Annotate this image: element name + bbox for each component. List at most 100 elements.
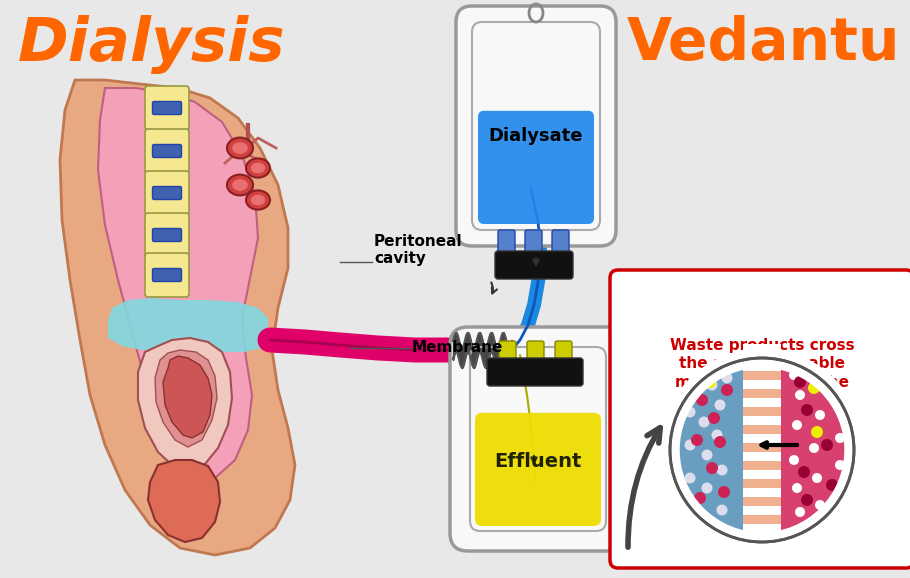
Circle shape: [706, 380, 717, 391]
FancyBboxPatch shape: [499, 341, 516, 365]
Circle shape: [708, 412, 720, 424]
Bar: [743, 443, 781, 452]
Circle shape: [798, 466, 810, 478]
Circle shape: [815, 410, 825, 420]
FancyBboxPatch shape: [456, 6, 616, 246]
Bar: [743, 380, 781, 389]
Text: Membrane: Membrane: [412, 340, 503, 355]
Bar: [743, 533, 781, 542]
Bar: [743, 524, 781, 533]
Circle shape: [812, 473, 822, 483]
FancyBboxPatch shape: [153, 228, 181, 242]
Circle shape: [721, 384, 733, 396]
Circle shape: [696, 394, 708, 406]
FancyBboxPatch shape: [527, 341, 544, 365]
FancyBboxPatch shape: [450, 327, 626, 551]
Circle shape: [835, 460, 845, 470]
Circle shape: [801, 494, 813, 506]
Bar: [743, 407, 781, 416]
FancyBboxPatch shape: [552, 230, 569, 254]
Circle shape: [808, 382, 820, 394]
Circle shape: [712, 429, 723, 440]
Polygon shape: [108, 298, 268, 352]
Circle shape: [811, 426, 823, 438]
FancyBboxPatch shape: [153, 269, 181, 281]
Ellipse shape: [227, 138, 253, 158]
Circle shape: [722, 372, 733, 383]
FancyBboxPatch shape: [153, 144, 181, 157]
Circle shape: [714, 436, 726, 448]
Bar: [743, 389, 781, 398]
Bar: [743, 452, 781, 461]
Bar: [743, 371, 781, 380]
Text: Dialysate: Dialysate: [489, 127, 583, 146]
FancyBboxPatch shape: [153, 102, 181, 114]
Circle shape: [694, 492, 706, 504]
Circle shape: [809, 443, 819, 453]
Bar: [743, 380, 781, 389]
FancyBboxPatch shape: [153, 187, 181, 199]
Bar: [743, 371, 781, 380]
FancyBboxPatch shape: [145, 253, 189, 297]
Circle shape: [684, 439, 695, 450]
Bar: [743, 506, 781, 515]
Circle shape: [795, 390, 805, 400]
Bar: [743, 362, 781, 371]
FancyBboxPatch shape: [495, 251, 573, 279]
Bar: [743, 425, 781, 434]
Polygon shape: [744, 358, 854, 542]
FancyBboxPatch shape: [525, 230, 542, 254]
Bar: [743, 533, 781, 542]
Circle shape: [815, 500, 825, 510]
Bar: [743, 416, 781, 425]
Text: Dialysis: Dialysis: [18, 15, 286, 74]
Circle shape: [691, 434, 703, 446]
Bar: [743, 515, 781, 524]
Text: Effluent: Effluent: [494, 452, 581, 471]
Bar: [743, 398, 781, 407]
Circle shape: [789, 370, 799, 380]
Bar: [743, 344, 781, 353]
Polygon shape: [148, 460, 220, 542]
Circle shape: [702, 483, 713, 494]
Text: Waste products cross
the semipermeable
membranes into the
peritoneal space: Waste products cross the semipermeable m…: [670, 338, 854, 409]
Bar: [743, 434, 781, 443]
Ellipse shape: [251, 162, 265, 173]
Bar: [743, 470, 781, 479]
Circle shape: [716, 505, 727, 516]
Bar: [743, 452, 781, 461]
Ellipse shape: [232, 142, 248, 154]
Bar: [743, 524, 781, 533]
Circle shape: [716, 465, 727, 476]
Bar: [743, 488, 781, 497]
Polygon shape: [98, 88, 258, 480]
Ellipse shape: [232, 179, 248, 191]
Circle shape: [699, 417, 710, 428]
FancyBboxPatch shape: [145, 213, 189, 257]
FancyBboxPatch shape: [145, 86, 189, 130]
Bar: [743, 353, 781, 362]
FancyBboxPatch shape: [478, 111, 594, 224]
Bar: [743, 488, 781, 497]
Ellipse shape: [227, 175, 253, 195]
Circle shape: [704, 376, 716, 388]
Circle shape: [789, 455, 799, 465]
Ellipse shape: [251, 195, 265, 205]
Circle shape: [706, 462, 718, 474]
Circle shape: [714, 399, 725, 410]
Polygon shape: [138, 338, 232, 470]
FancyBboxPatch shape: [145, 129, 189, 173]
FancyBboxPatch shape: [498, 230, 515, 254]
Polygon shape: [163, 356, 212, 438]
Polygon shape: [155, 350, 217, 447]
Bar: [743, 425, 781, 434]
Bar: [743, 470, 781, 479]
Bar: [743, 506, 781, 515]
Polygon shape: [60, 80, 295, 555]
Bar: [743, 515, 781, 524]
FancyBboxPatch shape: [145, 171, 189, 215]
FancyBboxPatch shape: [555, 341, 572, 365]
Circle shape: [684, 406, 695, 417]
Bar: [743, 497, 781, 506]
Bar: [743, 416, 781, 425]
